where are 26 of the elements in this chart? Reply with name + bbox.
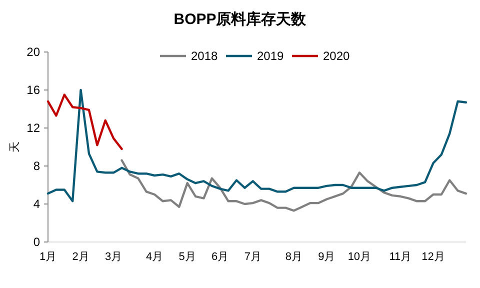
y-tick-label: 12 [26, 121, 40, 135]
x-tick-label: 11月 [389, 251, 412, 263]
legend-label: 2020 [323, 49, 350, 63]
line-series [46, 94, 123, 150]
x-tick-label: 5月 [178, 251, 196, 263]
x-tick-label: 7月 [244, 251, 262, 263]
line-series [120, 159, 468, 212]
x-tick-label: 12月 [422, 251, 445, 263]
chart-title: BOPP原料库存天数 [174, 10, 308, 28]
line-series [46, 88, 468, 202]
y-tick-label: 20 [26, 45, 40, 59]
y-tick-label: 8 [33, 159, 40, 173]
x-tick-label: 3月 [105, 251, 122, 263]
y-tick-label: 4 [33, 197, 40, 211]
x-tick-label: 8月 [285, 251, 302, 263]
legend-label: 2018 [191, 49, 218, 63]
x-tick-label: 1月 [39, 251, 57, 263]
y-axis-title: 天 [9, 142, 21, 152]
y-tick-label: 0 [33, 235, 40, 249]
x-tick-label: 4月 [146, 251, 164, 263]
x-tick-label: 2月 [72, 251, 90, 263]
x-tick-label: 9月 [318, 251, 336, 263]
y-tick-label: 16 [26, 83, 40, 97]
x-tick-label: 6月 [212, 251, 229, 263]
legend-label: 2019 [257, 49, 284, 63]
x-tick-label: 10月 [348, 251, 372, 263]
